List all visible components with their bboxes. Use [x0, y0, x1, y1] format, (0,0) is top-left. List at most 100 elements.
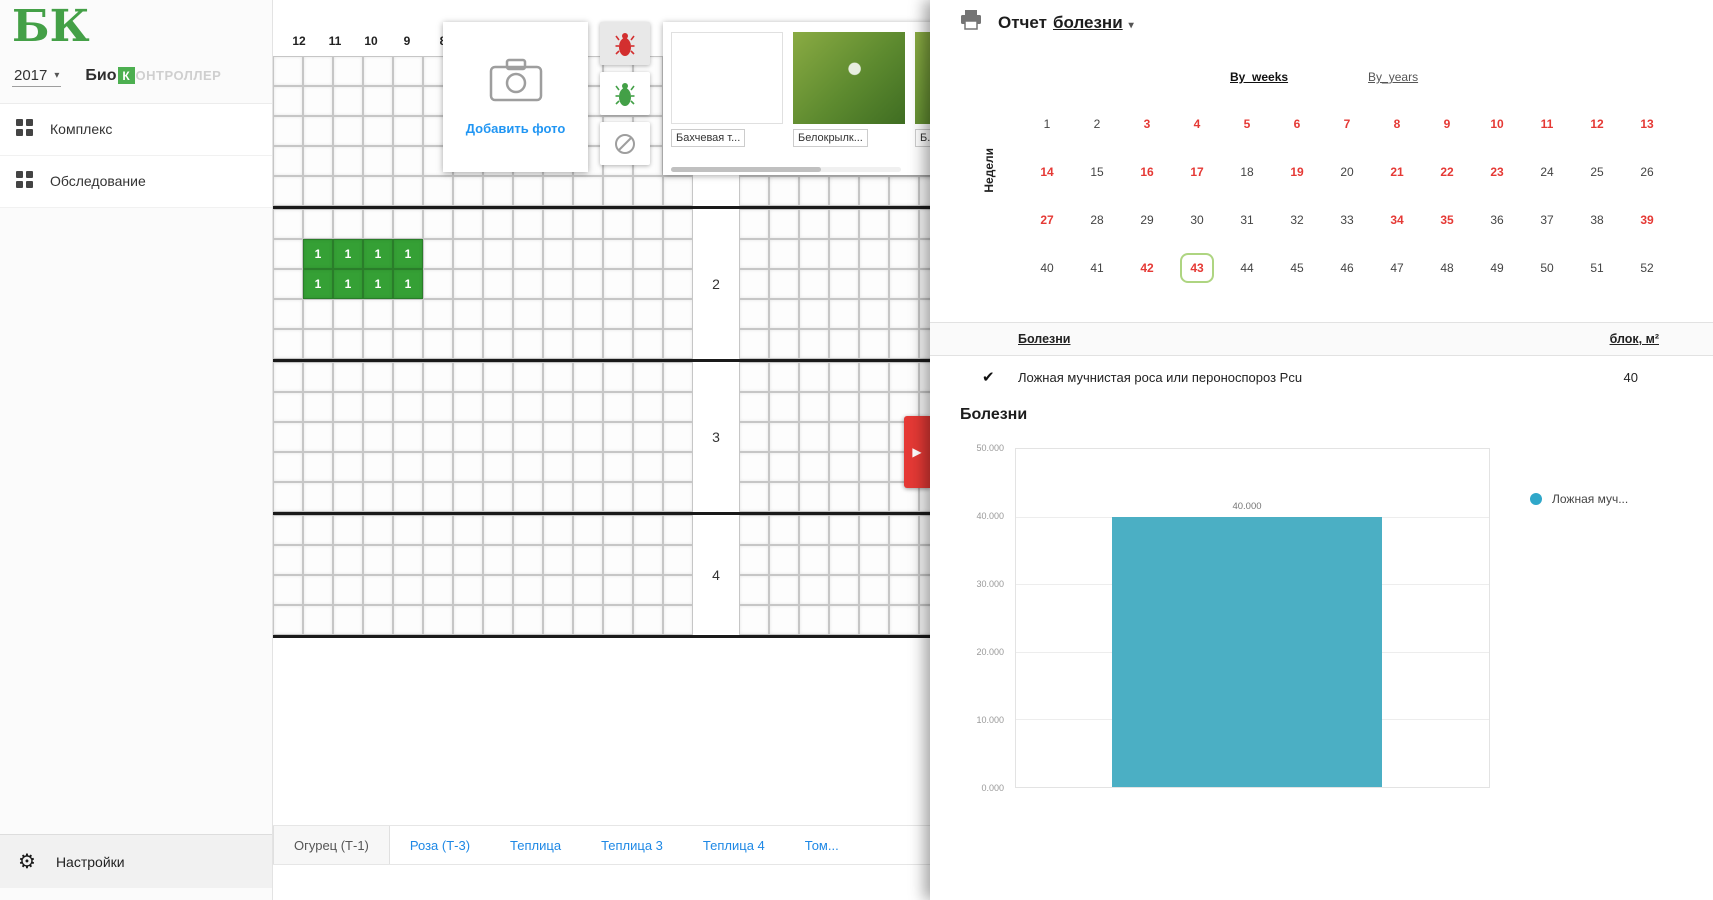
greenhouse-tab[interactable]: Огурец (Т-1): [273, 826, 390, 864]
grid-cell[interactable]: [603, 269, 633, 299]
grid-cell[interactable]: [573, 299, 603, 329]
grid-cell[interactable]: [393, 515, 423, 545]
grid-cell[interactable]: [453, 392, 483, 422]
grid-cell[interactable]: [303, 56, 333, 86]
grid-cell[interactable]: [573, 239, 603, 269]
grid-cell[interactable]: [273, 299, 303, 329]
grid-cell[interactable]: [393, 209, 423, 239]
grid-cell[interactable]: [603, 392, 633, 422]
grid-cell[interactable]: [799, 362, 829, 392]
week-cell[interactable]: 36: [1472, 196, 1522, 244]
grid-cell[interactable]: [603, 482, 633, 512]
photo-strip-scrollbar[interactable]: [671, 167, 901, 172]
grid-cell[interactable]: [543, 392, 573, 422]
grid-cell[interactable]: [303, 422, 333, 452]
grid-cell[interactable]: [859, 482, 889, 512]
grid-cell[interactable]: [769, 269, 799, 299]
grid-cell[interactable]: [423, 575, 453, 605]
grid-cell[interactable]: [453, 545, 483, 575]
week-cell[interactable]: 51: [1572, 244, 1622, 292]
red-pest-button[interactable]: [600, 22, 650, 65]
grid-cell[interactable]: [919, 209, 930, 239]
grid-cell[interactable]: [513, 515, 543, 545]
grid-cell[interactable]: [513, 452, 543, 482]
grid-cell[interactable]: [303, 545, 333, 575]
grid-cell[interactable]: [363, 56, 393, 86]
grid-cell[interactable]: [483, 209, 513, 239]
grid-cell[interactable]: [423, 362, 453, 392]
grid-cell[interactable]: [739, 299, 769, 329]
grid-cell[interactable]: [663, 239, 693, 269]
week-cell[interactable]: 46: [1322, 244, 1372, 292]
grid-cell[interactable]: [543, 515, 573, 545]
grid-cell[interactable]: [273, 575, 303, 605]
grid-cell[interactable]: [769, 545, 799, 575]
grid-cell[interactable]: [363, 392, 393, 422]
week-cell[interactable]: 7: [1322, 100, 1372, 148]
grid-cell[interactable]: [573, 605, 603, 635]
grid-cell[interactable]: [333, 56, 363, 86]
grid-cell[interactable]: [423, 392, 453, 422]
grid-cell[interactable]: [859, 392, 889, 422]
grid-cell[interactable]: [889, 482, 919, 512]
grid-cell[interactable]: [483, 329, 513, 359]
grid-cell[interactable]: [919, 329, 930, 359]
week-cell[interactable]: 49: [1472, 244, 1522, 292]
grid-cell[interactable]: [273, 422, 303, 452]
open-report-arrow-button[interactable]: ▶: [904, 416, 930, 488]
grid-cell[interactable]: [423, 422, 453, 452]
week-cell[interactable]: 32: [1272, 196, 1322, 244]
grid-cell[interactable]: [739, 605, 769, 635]
grid-cell[interactable]: [513, 239, 543, 269]
grid-cell[interactable]: [393, 605, 423, 635]
grid-cell[interactable]: [513, 482, 543, 512]
grid-cell[interactable]: [799, 545, 829, 575]
grid-cell[interactable]: [543, 299, 573, 329]
grid-cell[interactable]: [303, 575, 333, 605]
week-cell[interactable]: 20: [1322, 148, 1372, 196]
grid-cell[interactable]: [393, 329, 423, 359]
grid-cell[interactable]: [393, 56, 423, 86]
marked-grid-cell[interactable]: 1: [363, 269, 393, 299]
grid-cell[interactable]: [423, 209, 453, 239]
grid-cell[interactable]: [573, 176, 603, 206]
grid-cell[interactable]: [889, 269, 919, 299]
week-cell[interactable]: 13: [1622, 100, 1672, 148]
area-column-header[interactable]: блок, м²: [1609, 332, 1659, 346]
grid-cell[interactable]: [889, 545, 919, 575]
greenhouse-tab[interactable]: Роза (Т-3): [409, 837, 471, 853]
year-select[interactable]: 2017 ▾: [12, 65, 62, 87]
grid-cell[interactable]: [769, 422, 799, 452]
grid-cell[interactable]: [633, 515, 663, 545]
grid-cell[interactable]: [273, 515, 303, 545]
grid-cell[interactable]: [273, 362, 303, 392]
grid-cell[interactable]: [799, 209, 829, 239]
grid-cell[interactable]: [543, 269, 573, 299]
grid-cell[interactable]: [799, 392, 829, 422]
week-cell[interactable]: 52: [1622, 244, 1672, 292]
grid-cell[interactable]: [859, 299, 889, 329]
grid-cell[interactable]: [739, 452, 769, 482]
grid-cell[interactable]: [333, 299, 363, 329]
no-pest-button[interactable]: [600, 122, 650, 165]
grid-cell[interactable]: [829, 452, 859, 482]
grid-cell[interactable]: [633, 422, 663, 452]
week-cell[interactable]: 48: [1422, 244, 1472, 292]
grid-cell[interactable]: [663, 329, 693, 359]
grid-cell[interactable]: [453, 422, 483, 452]
grid-cell[interactable]: [663, 482, 693, 512]
grid-cell[interactable]: [393, 86, 423, 116]
grid-cell[interactable]: [273, 86, 303, 116]
week-cell[interactable]: 27: [1022, 196, 1072, 244]
grid-cell[interactable]: [769, 209, 799, 239]
grid-cell[interactable]: [423, 515, 453, 545]
grid-cell[interactable]: [889, 362, 919, 392]
grid-cell[interactable]: [333, 392, 363, 422]
week-cell[interactable]: 2: [1072, 100, 1122, 148]
grid-cell[interactable]: [859, 575, 889, 605]
photo-thumbnail[interactable]: Б...: [915, 32, 930, 161]
grid-cell[interactable]: [829, 392, 859, 422]
grid-cell[interactable]: [769, 329, 799, 359]
grid-cell[interactable]: [829, 575, 859, 605]
grid-cell[interactable]: [633, 575, 663, 605]
